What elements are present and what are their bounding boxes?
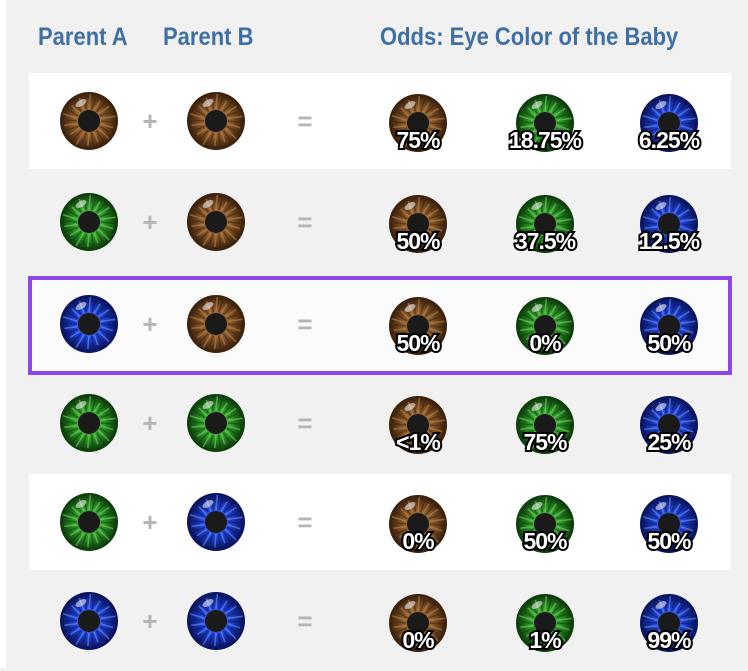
green-odds-label: 0%	[527, 328, 563, 358]
blue-eye-icon	[639, 593, 699, 653]
green-odds-label: 50%	[521, 526, 569, 556]
odds-brown: 0%	[368, 494, 468, 572]
odds-green: 75%	[495, 395, 595, 473]
table-row: + = 0%	[29, 474, 731, 570]
parent-a-green-eye-icon	[59, 492, 119, 552]
green-odds-label: 37.5%	[513, 226, 578, 256]
equals-sign: =	[297, 207, 313, 237]
left-edge	[0, 0, 6, 668]
table-header: Parent A Parent B Odds: Eye Color of the…	[0, 18, 748, 58]
brown-eye-icon	[388, 194, 448, 254]
parent-b-blue-eye-icon	[186, 591, 246, 651]
odds-green: 37.5%	[495, 194, 595, 272]
green-eye-icon	[515, 494, 575, 554]
parent-a-green-eye-icon	[59, 192, 119, 252]
blue-eye-icon	[639, 93, 699, 153]
parent-a-green-eye-icon	[59, 393, 119, 453]
table-row: + = 50%	[29, 174, 731, 270]
blue-eye-icon	[639, 194, 699, 254]
brown-eye-icon	[388, 296, 448, 356]
brown-odds-label: 50%	[394, 328, 442, 358]
odds-blue: 99%	[619, 593, 719, 671]
blue-eye-icon	[639, 494, 699, 554]
odds-blue: 50%	[619, 296, 719, 374]
plus-sign: +	[142, 408, 158, 438]
plus-sign: +	[142, 507, 158, 537]
blue-odds-label: 25%	[645, 427, 693, 457]
odds-green: 1%	[495, 593, 595, 671]
parent-a-header: Parent A	[38, 23, 128, 51]
odds-green: 18.75%	[495, 93, 595, 171]
brown-odds-label: 0%	[400, 526, 436, 556]
odds-blue: 6.25%	[619, 93, 719, 171]
odds-brown: 50%	[368, 194, 468, 272]
highlighted-table-row: + = 50%	[28, 276, 732, 375]
green-eye-icon	[515, 93, 575, 153]
blue-eye-icon	[639, 296, 699, 356]
green-odds-label: 18.75%	[507, 125, 584, 155]
brown-eye-icon	[388, 93, 448, 153]
parent-b-brown-eye-icon	[186, 91, 246, 151]
equals-sign: =	[297, 309, 313, 339]
brown-odds-label: 50%	[394, 226, 442, 256]
brown-eye-icon	[388, 494, 448, 554]
table-row: + = 75%	[29, 73, 731, 169]
plus-sign: +	[142, 606, 158, 636]
parent-a-brown-eye-icon	[59, 91, 119, 151]
table-row: + = <1%	[29, 375, 731, 471]
odds-brown: 75%	[368, 93, 468, 171]
odds-brown: 50%	[368, 296, 468, 374]
equals-sign: =	[297, 408, 313, 438]
plus-sign: +	[142, 207, 158, 237]
brown-eye-icon	[388, 395, 448, 455]
plus-sign: +	[142, 309, 158, 339]
odds-blue: 25%	[619, 395, 719, 473]
brown-eye-icon	[388, 593, 448, 653]
odds-header: Odds: Eye Color of the Baby	[380, 23, 679, 51]
odds-green: 0%	[495, 296, 595, 374]
green-odds-label: 1%	[527, 625, 563, 655]
odds-blue: 50%	[619, 494, 719, 572]
blue-odds-label: 6.25%	[637, 125, 702, 155]
equals-sign: =	[297, 106, 313, 136]
blue-odds-label: 50%	[645, 328, 693, 358]
parent-b-brown-eye-icon	[186, 192, 246, 252]
brown-odds-label: <1%	[394, 427, 443, 457]
brown-odds-label: 75%	[394, 125, 442, 155]
plus-sign: +	[142, 106, 158, 136]
blue-odds-label: 12.5%	[637, 226, 702, 256]
blue-eye-icon	[639, 395, 699, 455]
table-row: + = 0%	[29, 573, 731, 669]
green-eye-icon	[515, 593, 575, 653]
green-eye-icon	[515, 194, 575, 254]
blue-odds-label: 99%	[645, 625, 693, 655]
equals-sign: =	[297, 606, 313, 636]
parent-a-blue-eye-icon	[59, 294, 119, 354]
green-eye-icon	[515, 395, 575, 455]
blue-odds-label: 50%	[645, 526, 693, 556]
green-eye-icon	[515, 296, 575, 356]
parent-b-brown-eye-icon	[186, 294, 246, 354]
parent-b-green-eye-icon	[186, 393, 246, 453]
parent-b-blue-eye-icon	[186, 492, 246, 552]
equals-sign: =	[297, 507, 313, 537]
odds-green: 50%	[495, 494, 595, 572]
brown-odds-label: 0%	[400, 625, 436, 655]
green-odds-label: 75%	[521, 427, 569, 457]
odds-blue: 12.5%	[619, 194, 719, 272]
odds-brown: <1%	[368, 395, 468, 473]
parent-a-blue-eye-icon	[59, 591, 119, 651]
odds-brown: 0%	[368, 593, 468, 671]
parent-b-header: Parent B	[163, 23, 254, 51]
